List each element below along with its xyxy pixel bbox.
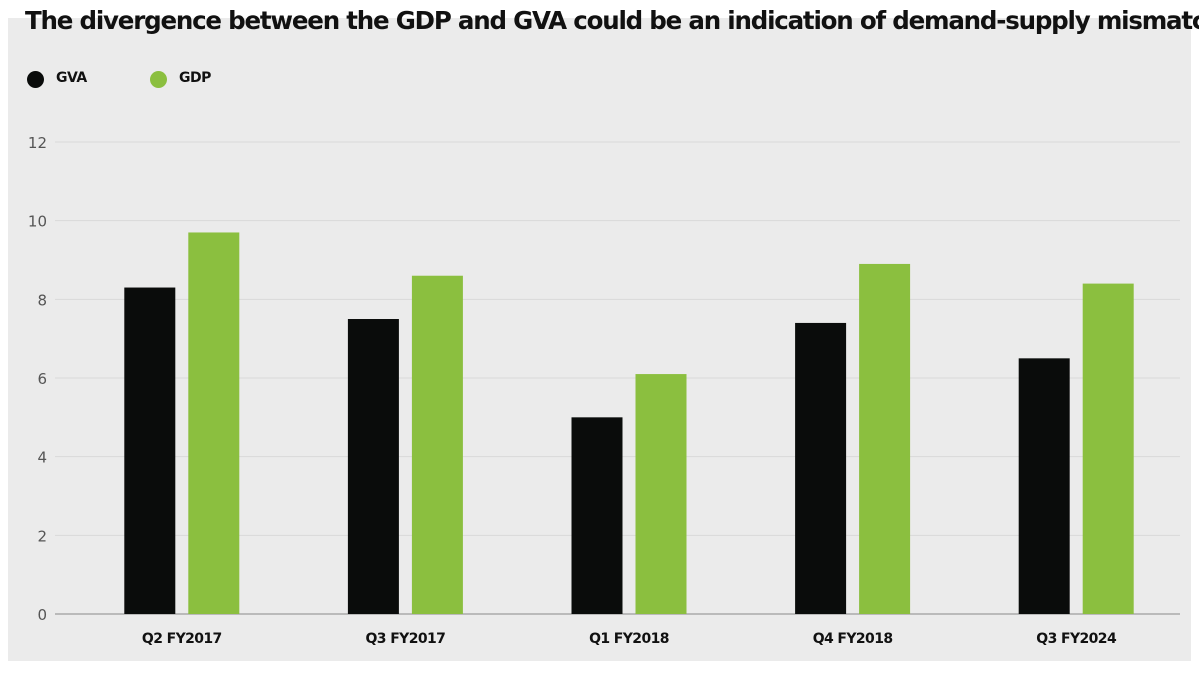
bar-gdp-q3-fy2024 xyxy=(1082,283,1134,614)
bar-gva-q2-fy2017 xyxy=(124,287,176,614)
y-tick-label-6: 6 xyxy=(37,370,47,388)
bar-gdp-q2-fy2017 xyxy=(188,232,240,614)
y-tick-label-8: 8 xyxy=(37,291,47,309)
chart-title: The divergence between the GDP and GVA c… xyxy=(25,6,1199,35)
y-tick-label-12: 12 xyxy=(28,134,47,152)
bar-gdp-q1-fy2018 xyxy=(635,374,687,614)
bar-gva-q3-fy2024 xyxy=(1018,358,1070,614)
y-tick-label-10: 10 xyxy=(28,213,47,231)
y-tick-label-2: 2 xyxy=(37,527,47,545)
x-tick-label-q3-fy2024: Q3 FY2024 xyxy=(1036,631,1117,647)
x-tick-label-q3-fy2017: Q3 FY2017 xyxy=(366,631,446,647)
legend-swatch-gdp xyxy=(150,71,167,88)
y-tick-label-4: 4 xyxy=(37,449,47,467)
bar-gva-q1-fy2018 xyxy=(571,417,623,614)
bar-gdp-q4-fy2018 xyxy=(859,263,911,614)
bar-gva-q3-fy2017 xyxy=(347,319,399,614)
legend-label-gdp: GDP xyxy=(179,70,211,86)
x-tick-label-q4-fy2018: Q4 FY2018 xyxy=(813,631,893,647)
bar-gva-q4-fy2018 xyxy=(795,322,847,614)
x-tick-label-q1-fy2018: Q1 FY2018 xyxy=(589,631,669,647)
x-tick-label-q2-fy2017: Q2 FY2017 xyxy=(142,631,222,647)
y-tick-label-0: 0 xyxy=(37,606,47,624)
bar-gdp-q3-fy2017 xyxy=(411,275,463,614)
legend-label-gva: GVA xyxy=(56,70,87,86)
legend-swatch-gva xyxy=(27,71,44,88)
